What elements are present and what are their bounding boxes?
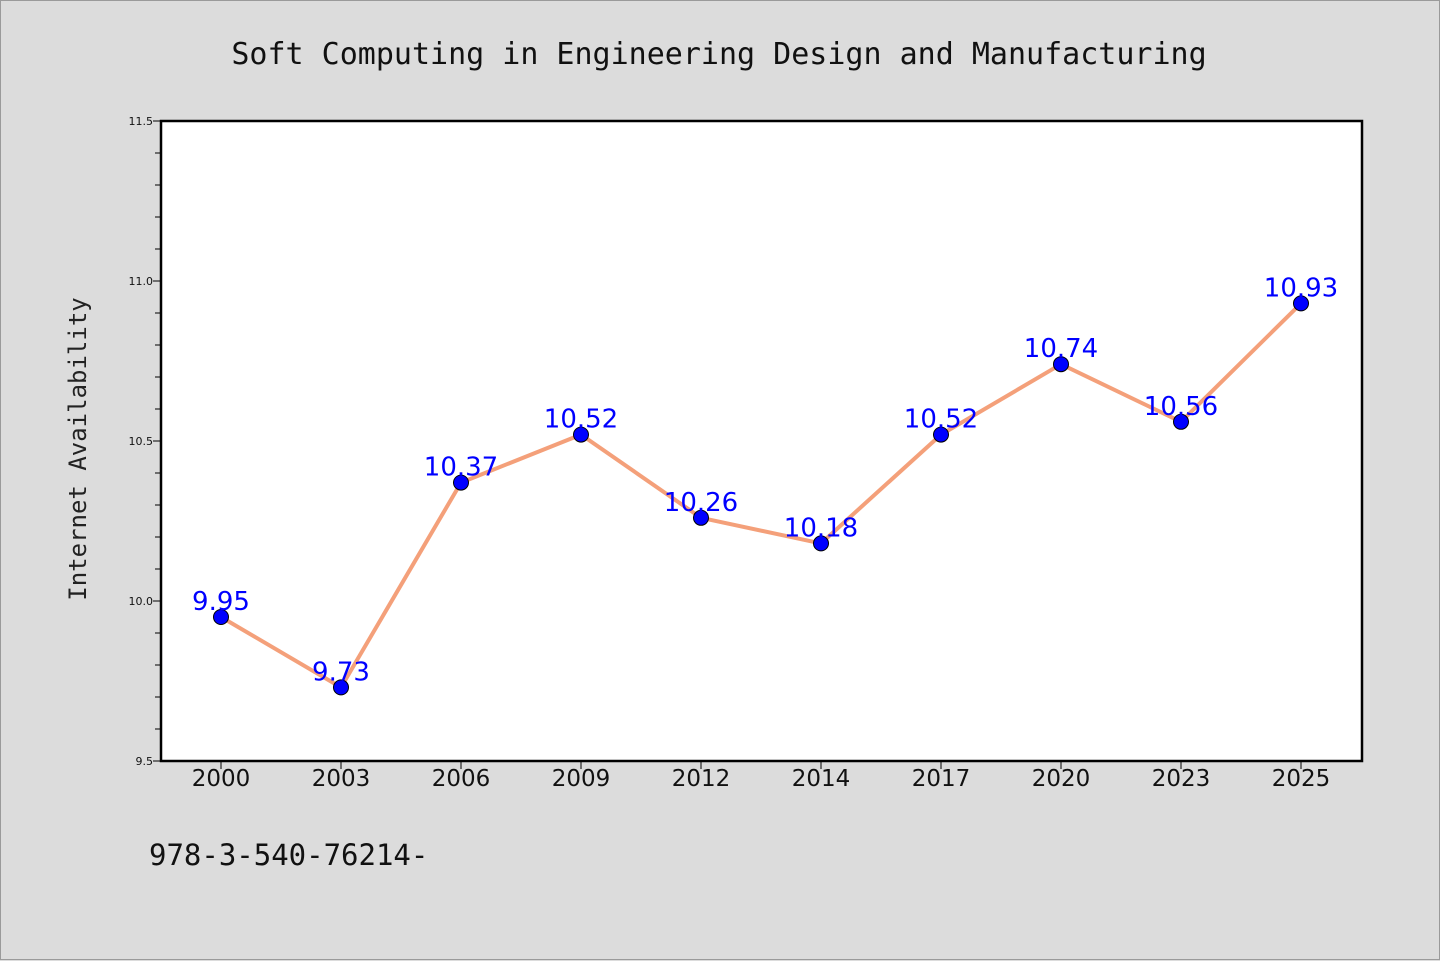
x-tick-label: 2025 [1272,766,1331,792]
data-label: 10.56 [1144,392,1218,422]
series-layer: 9.95 9.73 10.37 10.52 10.26 10.18 10.52 10.74 10… [192,273,1338,696]
data-point [933,426,949,443]
data-label: 10.37 [424,453,498,483]
series-line [219,301,1303,690]
x-tick-label: 2017 [912,766,971,792]
y-tick-label: 11.5 [129,115,154,128]
footer-text: 978-3-540-76214- [149,838,428,872]
data-point [213,609,229,625]
x-tick-label: 2009 [552,766,611,792]
y-axis: 9.5 10.0 10.5 11.0 11.5 [129,115,161,768]
data-label: 10.52 [904,405,978,435]
x-tick-label: 2020 [1032,766,1091,792]
data-point [333,679,349,696]
y-tick-label: 10.0 [129,595,154,608]
x-axis: 2000 2003 2006 2009 2012 2014 2017 2020 2023 2025 [192,761,1331,792]
x-tick-label: 2003 [312,766,371,792]
data-point [693,509,709,526]
y-tick-label: 10.5 [129,435,154,448]
y-tick-label: 11.0 [129,275,154,288]
data-point [573,426,589,443]
data-point [813,535,829,552]
data-label: 10.93 [1264,273,1338,303]
data-point [1053,356,1069,373]
data-point [1173,413,1189,430]
data-point [1293,295,1309,312]
data-label: 10.74 [1024,334,1098,364]
data-label: 10.18 [784,513,858,543]
x-tick-label: 2000 [192,766,251,792]
data-label: 9.95 [192,587,250,617]
data-label: 10.26 [664,488,738,518]
x-tick-label: 2014 [792,766,851,792]
chart-title: Soft Computing in Engineering Design and… [231,37,1206,72]
y-tick-label: 9.5 [136,755,154,768]
data-label: 9.73 [312,657,370,687]
data-label: 10.52 [544,405,618,435]
x-tick-label: 2012 [672,766,731,792]
x-tick-label: 2023 [1152,766,1211,792]
x-tick-label: 2006 [432,766,491,792]
data-point [453,474,469,491]
y-axis-label: Internet Availability [64,297,92,600]
